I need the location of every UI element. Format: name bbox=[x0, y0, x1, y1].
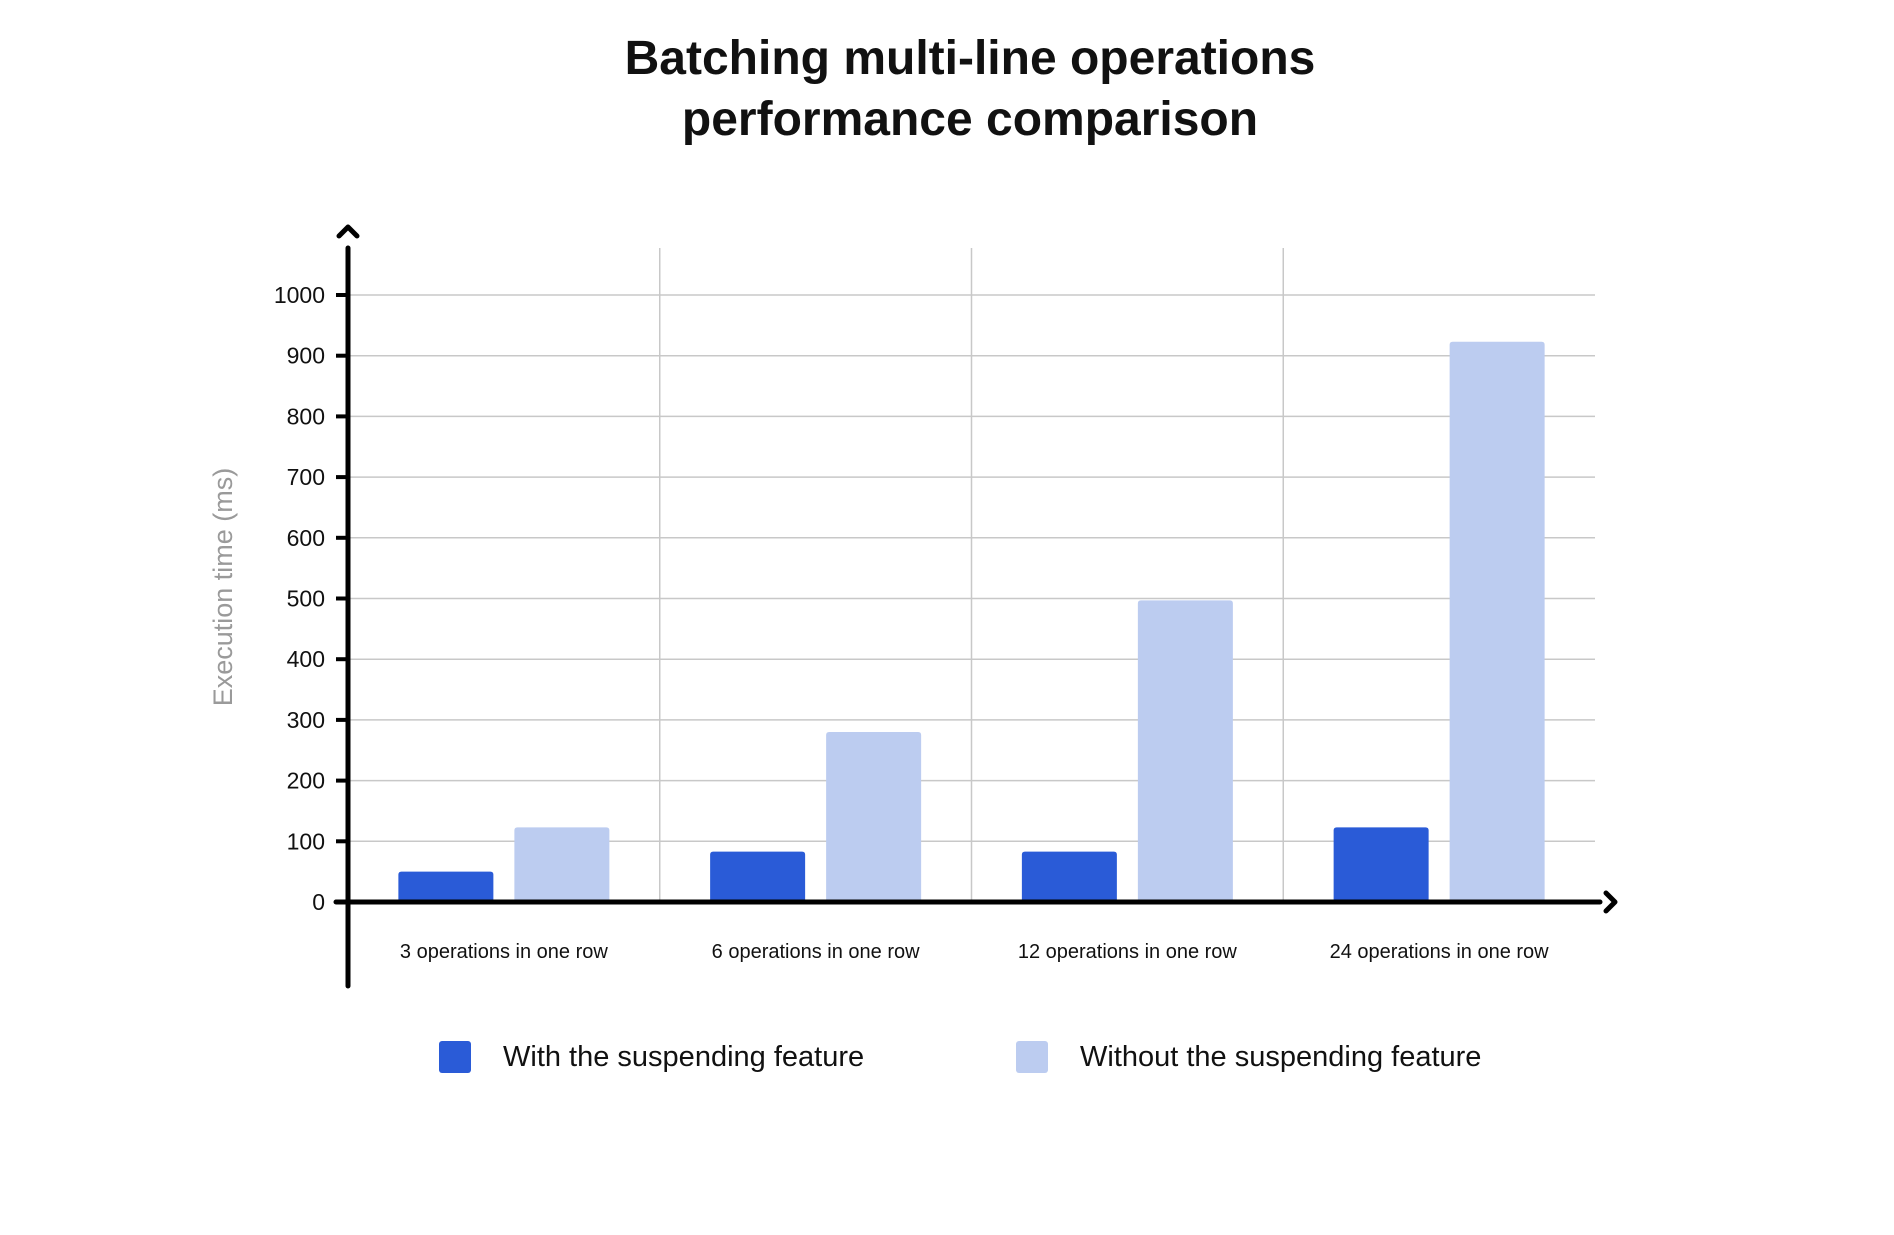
y-tick-label: 300 bbox=[287, 707, 325, 733]
bar bbox=[1137, 600, 1233, 902]
bar bbox=[1333, 827, 1429, 902]
x-tick-label: 12 operations in one row bbox=[1018, 941, 1238, 963]
x-tick-label: 24 operations in one row bbox=[1330, 941, 1550, 963]
legend: With the suspending feature Without the s… bbox=[439, 1041, 1481, 1073]
x-axis-arrow bbox=[1603, 890, 1618, 914]
x-tick-label: 6 operations in one row bbox=[712, 941, 920, 963]
y-axis-label-text: Execution time (ms) bbox=[208, 468, 238, 707]
legend-swatch bbox=[1016, 1041, 1048, 1073]
bar bbox=[1449, 341, 1545, 902]
y-tick-label: 900 bbox=[287, 343, 325, 369]
legend-swatch bbox=[439, 1041, 471, 1073]
bar bbox=[826, 732, 922, 902]
x-tick-label: 3 operations in one row bbox=[400, 941, 608, 963]
y-tick-label: 700 bbox=[287, 464, 325, 490]
y-tick-label: 600 bbox=[287, 525, 325, 551]
y-tick-label: 800 bbox=[287, 403, 325, 429]
grid-lines bbox=[348, 248, 1595, 902]
y-tick-label: 400 bbox=[287, 646, 325, 672]
chart-title-line: Batching multi-line operations bbox=[625, 32, 1316, 85]
y-axis-arrow bbox=[336, 224, 360, 239]
bar bbox=[1021, 851, 1117, 902]
legend-label: With the suspending feature bbox=[503, 1041, 864, 1073]
bar bbox=[514, 827, 610, 902]
y-tick-label: 1000 bbox=[274, 282, 325, 308]
legend-item: Without the suspending feature bbox=[1016, 1041, 1481, 1073]
chart-title-line: performance comparison bbox=[682, 93, 1258, 146]
chart-title: Batching multi-line operations performanc… bbox=[625, 32, 1316, 146]
y-tick-label: 100 bbox=[287, 828, 325, 854]
y-axis-label: Execution time (ms) bbox=[208, 468, 238, 707]
bar bbox=[398, 871, 494, 902]
y-tick-labels: 0 100 200 300 400 500 600 700 800 900 1000 bbox=[274, 282, 325, 915]
legend-item: With the suspending feature bbox=[439, 1041, 864, 1073]
y-tick-label: 0 bbox=[312, 889, 325, 915]
y-tick-label: 200 bbox=[287, 768, 325, 794]
legend-label: Without the suspending feature bbox=[1080, 1041, 1481, 1073]
x-tick-labels: 3 operations in one row 6 operations in o… bbox=[400, 941, 1549, 963]
bars bbox=[398, 341, 1545, 902]
axes bbox=[333, 224, 1618, 989]
y-tick-label: 500 bbox=[287, 586, 325, 612]
bar bbox=[710, 851, 806, 902]
